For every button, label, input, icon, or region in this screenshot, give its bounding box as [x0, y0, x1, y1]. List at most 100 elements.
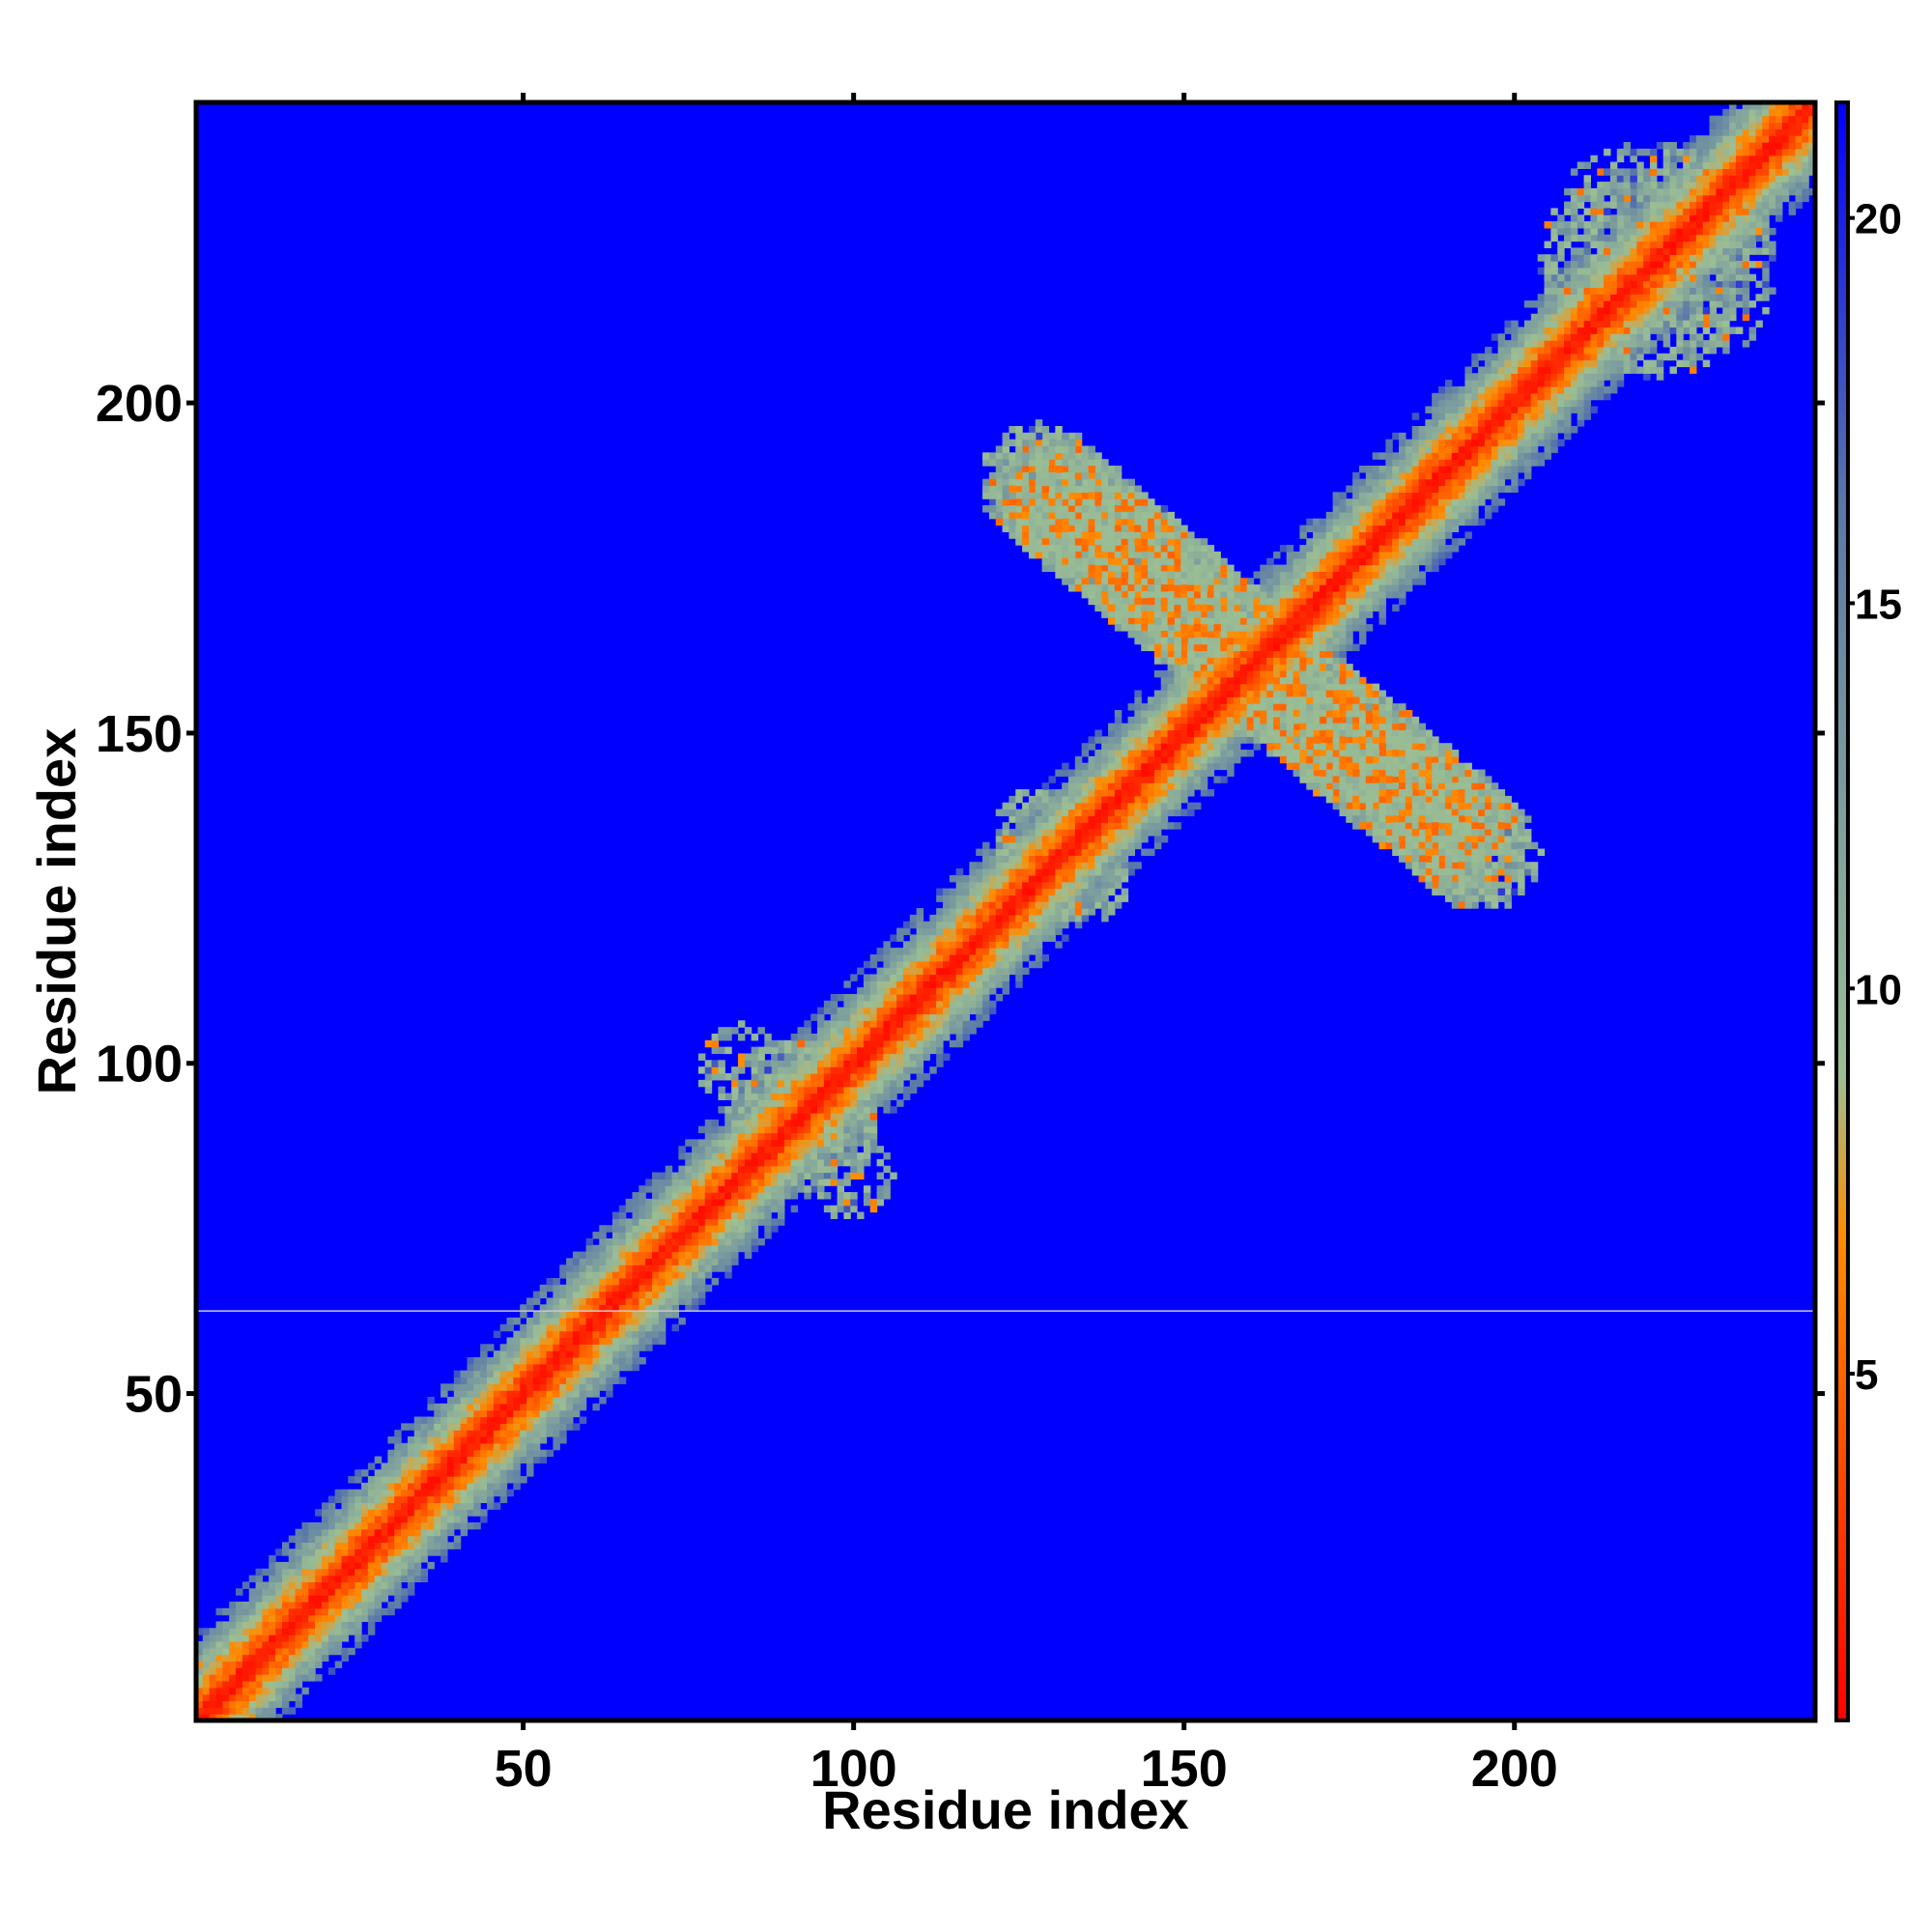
- heatmap-cell: [440, 1469, 448, 1477]
- heatmap-cell: [460, 1370, 469, 1378]
- heatmap-cell: [1530, 406, 1539, 413]
- heatmap-cell: [308, 1628, 316, 1635]
- heatmap-cell: [1213, 637, 1221, 645]
- heatmap-cell: [764, 1158, 772, 1167]
- heatmap-cell: [645, 1344, 653, 1351]
- heatmap-cell: [876, 1000, 885, 1009]
- heatmap-cell: [288, 1601, 297, 1609]
- heatmap-cell: [982, 848, 990, 856]
- heatmap-cell: [1432, 498, 1439, 506]
- heatmap-cell: [1009, 934, 1016, 942]
- heatmap-cell: [1193, 683, 1202, 692]
- heatmap-cell: [1418, 432, 1426, 440]
- heatmap-cell: [407, 1476, 415, 1484]
- heatmap-cell: [453, 1456, 462, 1463]
- heatmap-cell: [453, 1495, 462, 1503]
- heatmap-cell: [1530, 385, 1539, 394]
- heatmap-cell: [645, 1258, 653, 1265]
- heatmap-cell: [995, 953, 1004, 962]
- heatmap-cell: [460, 1383, 469, 1391]
- heatmap-cell: [1187, 657, 1195, 665]
- heatmap-cell: [248, 1693, 257, 1702]
- heatmap-cell: [334, 1528, 343, 1537]
- heatmap-cell: [374, 1614, 383, 1623]
- heatmap-cell: [1148, 829, 1155, 837]
- heatmap-cell: [579, 1383, 587, 1391]
- heatmap-cell: [453, 1409, 462, 1418]
- heatmap-cell: [790, 1165, 799, 1174]
- heatmap-cell: [982, 948, 990, 955]
- heatmap-cell: [1286, 643, 1294, 652]
- heatmap-cell: [355, 1614, 362, 1623]
- heatmap-cell: [427, 1495, 435, 1503]
- heatmap-cell: [665, 1291, 673, 1299]
- heatmap-cell: [692, 1146, 699, 1153]
- heatmap-cell: [876, 948, 885, 955]
- heatmap-cell: [843, 1099, 851, 1107]
- heatmap-cell: [857, 987, 865, 995]
- heatmap-cell: [1432, 485, 1439, 493]
- heatmap-cell: [1213, 664, 1221, 671]
- heatmap-cell: [473, 1430, 481, 1437]
- heatmap-cell: [1055, 809, 1063, 816]
- heatmap-cell: [381, 1509, 388, 1517]
- heatmap-cell: [473, 1482, 481, 1491]
- heatmap-cell: [1471, 466, 1479, 473]
- heatmap-cell: [1094, 736, 1102, 744]
- heatmap-cell: [902, 1039, 911, 1048]
- heatmap-cell: [804, 1119, 811, 1127]
- heatmap-cell: [480, 1495, 488, 1503]
- heatmap-cell: [1114, 776, 1122, 783]
- heatmap-cell: [1174, 690, 1181, 697]
- heatmap-cell: [1009, 941, 1016, 949]
- heatmap-cell: [757, 1192, 765, 1200]
- heatmap-cell: [1227, 630, 1235, 639]
- heatmap-cell: [1266, 690, 1274, 697]
- heatmap-cell: [863, 1039, 871, 1048]
- heatmap-cell: [281, 1607, 290, 1616]
- heatmap-cell: [493, 1436, 501, 1444]
- heatmap-cell: [678, 1211, 686, 1220]
- heatmap-cell: [737, 1225, 746, 1233]
- heatmap-cell: [606, 1350, 613, 1358]
- heatmap-cell: [262, 1601, 270, 1609]
- heatmap-cell: [401, 1575, 409, 1583]
- heatmap-cell: [1148, 716, 1155, 724]
- heatmap-cell: [1246, 709, 1255, 718]
- heatmap-cell: [1048, 835, 1056, 843]
- heatmap-cell: [513, 1344, 521, 1351]
- heatmap-cell: [790, 1073, 799, 1081]
- heatmap-cell: [275, 1568, 283, 1577]
- heatmap-cell: [1246, 676, 1255, 685]
- heatmap-cell: [830, 1146, 838, 1153]
- heatmap-cell: [487, 1430, 495, 1437]
- heatmap-cell: [566, 1284, 574, 1293]
- heatmap-cell: [513, 1356, 521, 1365]
- heatmap-cell: [850, 1106, 858, 1114]
- heatmap-cell: [896, 1053, 904, 1061]
- heatmap-cell: [526, 1330, 534, 1339]
- heatmap-cell: [883, 960, 891, 969]
- heatmap-cell: [976, 895, 983, 902]
- heatmap-cell: [269, 1680, 276, 1689]
- heatmap-cell: [863, 1093, 871, 1100]
- heatmap-cell: [843, 993, 851, 1002]
- heatmap-cell: [1464, 498, 1472, 506]
- heatmap-cell: [196, 1680, 204, 1689]
- heatmap-cell: [427, 1442, 435, 1451]
- heatmap-cell: [394, 1489, 402, 1497]
- heatmap-cell: [1313, 590, 1321, 599]
- heatmap-cell: [1266, 604, 1274, 612]
- heatmap-cell: [697, 1172, 706, 1179]
- heatmap-cell: [387, 1555, 395, 1563]
- heatmap-cell: [1458, 498, 1466, 506]
- heatmap-cell: [1524, 399, 1532, 408]
- heatmap-cell: [724, 1232, 732, 1239]
- heatmap-cell: [572, 1344, 581, 1351]
- heatmap-cell: [1464, 505, 1472, 513]
- heatmap-cell: [790, 1093, 799, 1100]
- heatmap-cell: [639, 1311, 646, 1319]
- heatmap-cell: [520, 1304, 527, 1312]
- heatmap-cell: [1524, 452, 1532, 460]
- heatmap-cell: [1365, 485, 1374, 493]
